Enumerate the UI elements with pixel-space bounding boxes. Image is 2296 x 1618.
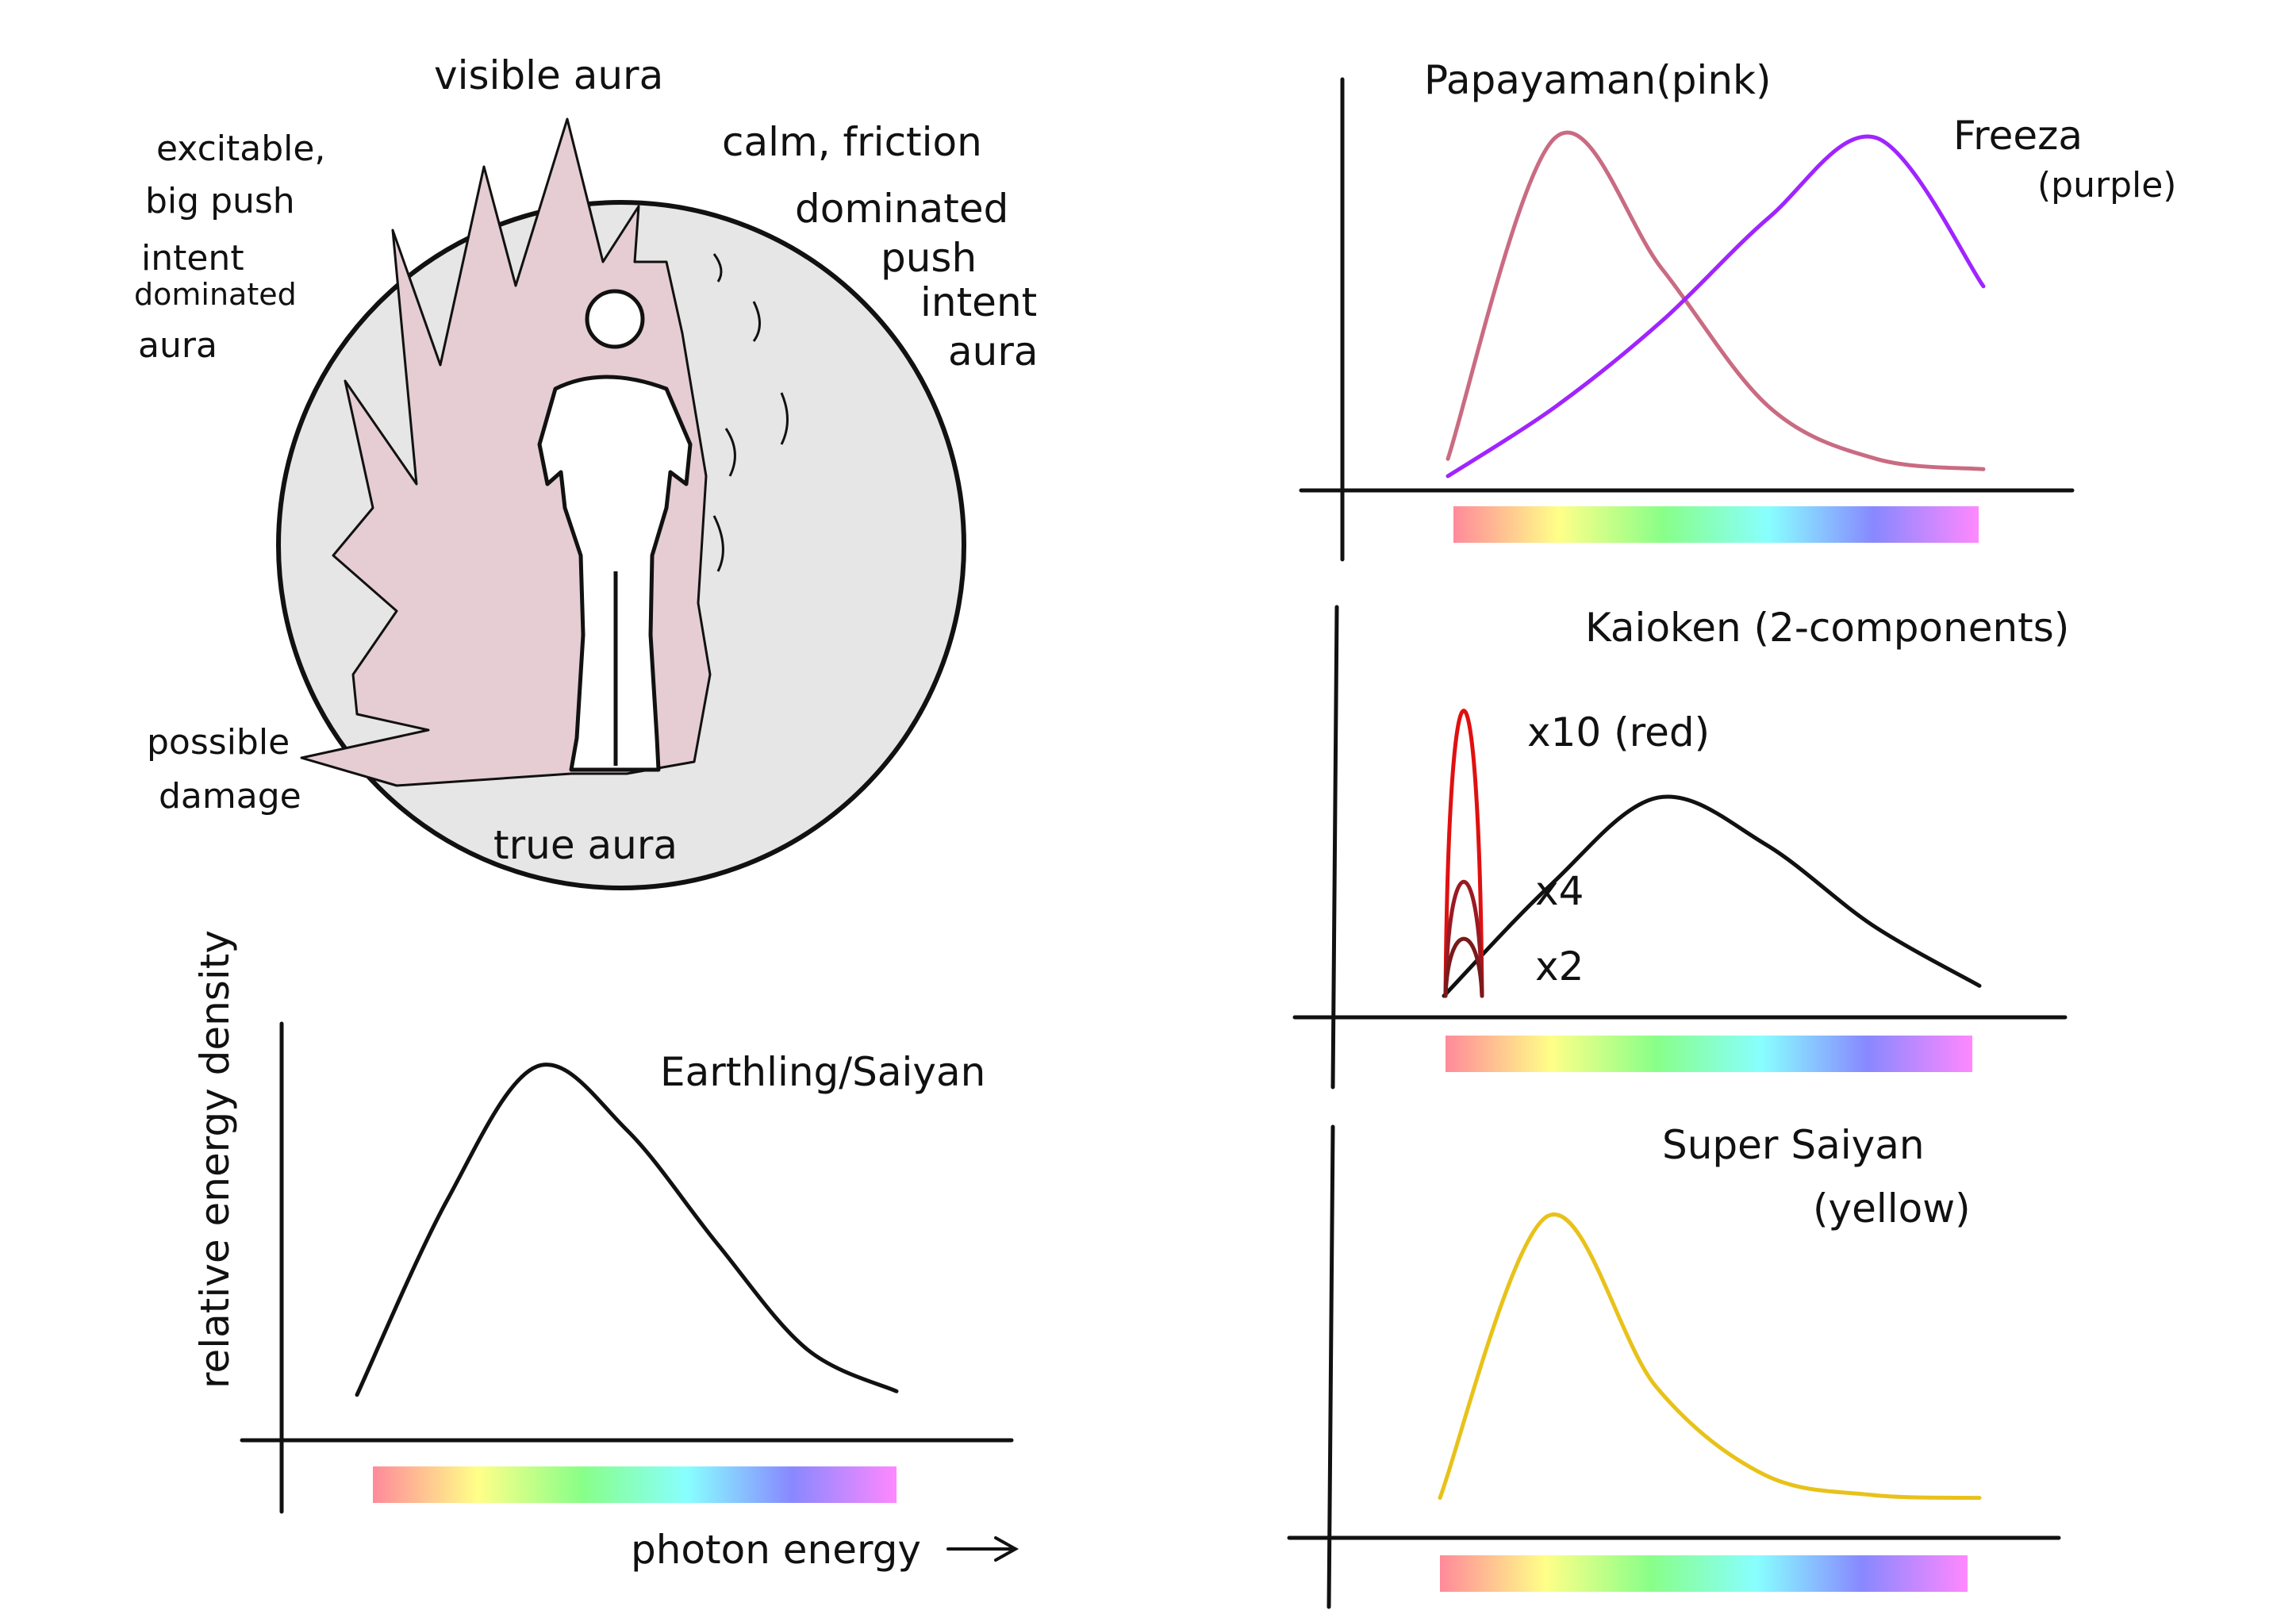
chart-kaioken: Kaioken (2-components) x10 (red) x4 x2 [1292,605,2069,1090]
aura-illustration: visible aura excitable, big push intent … [134,52,1039,890]
wisp [712,515,724,572]
visible-aura-label: visible aura [434,52,663,98]
chart-papayaman-freeza: Papayaman(pink) Freeza (purple) [1299,57,2176,562]
spectrum-bar [1453,506,1979,543]
calm-label-line: calm, friction [722,119,982,165]
spike-x2 [1443,936,1484,998]
person-head [585,289,645,349]
spike-x10 [1443,709,1484,998]
chart-subtitle: (yellow) [1813,1186,1971,1232]
true-aura-label: true aura [493,822,678,868]
wisp [712,253,723,282]
excitable-label-line: dominated [134,277,297,312]
spectrum-bar [1446,1036,1972,1072]
y-axis [1327,1124,1335,1609]
spike-x4 [1443,880,1484,998]
x-axis-label: photon energy [631,1527,921,1573]
wisp [752,301,761,342]
chart-title: Kaioken (2-components) [1585,605,2069,651]
label-x4: x4 [1535,868,1584,914]
excitable-label-line: excitable, [156,129,325,169]
possible-damage-label-line: damage [159,776,301,817]
label-x2: x2 [1535,944,1584,990]
calm-label-line: push [881,235,977,281]
calm-aura-wisps [712,253,789,572]
arrow-right-icon [946,1536,1019,1562]
legend-label-papayaman: Papayaman(pink) [1424,57,1771,103]
y-axis [1330,605,1339,1090]
series-line [1438,1212,1982,1501]
wisp [780,392,789,445]
possible-damage-label-line: possible [147,722,290,763]
calm-label-line: dominated [795,186,1008,232]
label-x10: x10 (red) [1527,709,1710,755]
series-line [355,1063,899,1397]
chart-super-saiyan: Super Saiyan (yellow) [1287,1122,2061,1609]
person-figure [537,289,693,772]
legend-label-freeza: Freeza [1953,113,2083,159]
excitable-label-line: intent [141,238,244,279]
chart-title: Earthling/Saiyan [660,1049,985,1095]
excitable-label-line: big push [145,181,295,221]
y-axis-label: relative energy density [192,930,238,1389]
calm-label-line: aura [948,329,1039,375]
series-line [1446,134,1986,478]
chart-earthling-saiyan: Earthling/Saiyan photon energy relative … [192,930,1019,1573]
chart-title: Super Saiyan [1662,1122,1925,1168]
spectrum-bar [1440,1555,1968,1592]
legend-label-freeza-note: (purple) [2037,165,2176,206]
spectrum-bar [373,1466,897,1503]
series-line [1442,794,1982,998]
calm-label-line: intent [920,279,1037,325]
excitable-label-line: aura [138,325,217,366]
wisp [724,428,736,477]
series-line [1446,130,1986,471]
